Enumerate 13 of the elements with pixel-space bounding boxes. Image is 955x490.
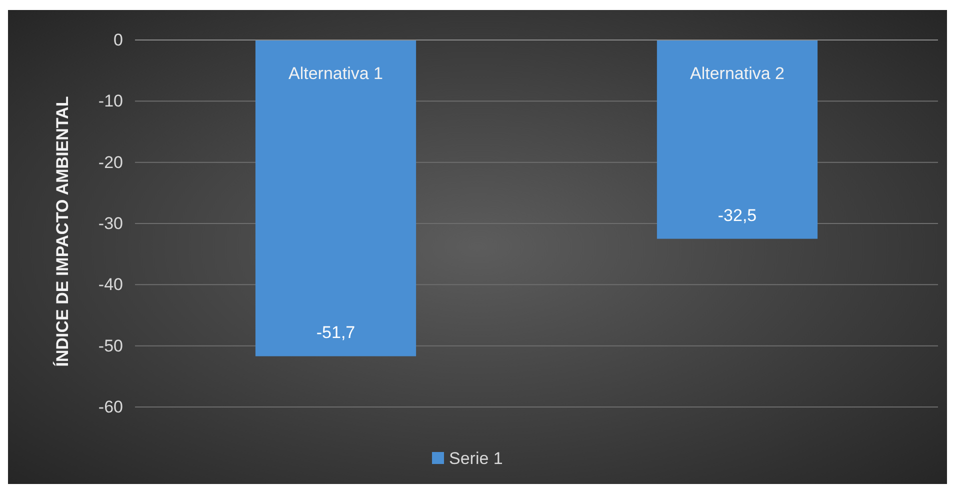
y-tick-label: 0 [114, 30, 123, 50]
y-axis-title: ÍNDICE DE IMPACTO AMBIENTAL [52, 96, 72, 367]
x-tick-label: Alternativa 1 [288, 64, 383, 83]
x-tick-label: Alternativa 2 [690, 64, 784, 83]
y-tick-label: -60 [98, 397, 123, 416]
legend-label: Serie 1 [449, 449, 503, 468]
y-tick-label: -40 [98, 275, 123, 294]
y-tick-label: -20 [98, 152, 123, 172]
data-label: -51,7 [316, 323, 356, 342]
y-tick-label: -50 [98, 336, 123, 356]
y-tick-label: -30 [98, 214, 123, 233]
data-label: -32,5 [718, 206, 757, 225]
y-tick-label: -10 [98, 92, 123, 111]
